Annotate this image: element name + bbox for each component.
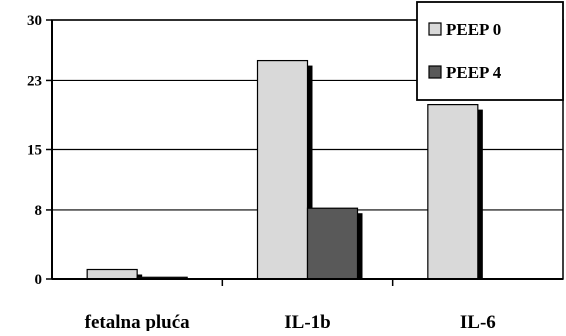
category-labels: fetalna pluća IL-1b IL-6 <box>85 312 496 333</box>
legend-box <box>416 1 564 101</box>
category-label-1: IL-1b <box>284 312 330 331</box>
category-label-2: IL-6 <box>460 312 496 331</box>
legend-label-0: PEEP 0 <box>446 20 501 39</box>
y-tick-label-0: 0 <box>35 272 43 288</box>
axes <box>46 19 564 286</box>
bar-1-1 <box>306 207 359 280</box>
y-tick-label-2: 15 <box>27 143 42 159</box>
legend: PEEP 0 PEEP 4 <box>416 1 564 101</box>
legend-swatch-0 <box>428 22 442 36</box>
bar-0-0 <box>86 268 138 280</box>
bar-0-1 <box>256 59 309 280</box>
bars <box>86 59 483 280</box>
y-tick-labels: 0 8 15 23 30 <box>27 13 42 288</box>
legend-swatch-1 <box>428 65 442 79</box>
category-label-0: fetalna pluća <box>85 312 191 331</box>
y-tick-label-1: 8 <box>35 203 43 219</box>
y-tick-label-4: 30 <box>27 13 42 29</box>
bar-0-2 <box>427 104 479 280</box>
legend-label-1: PEEP 4 <box>446 63 502 82</box>
y-tick-label-3: 23 <box>27 73 42 89</box>
